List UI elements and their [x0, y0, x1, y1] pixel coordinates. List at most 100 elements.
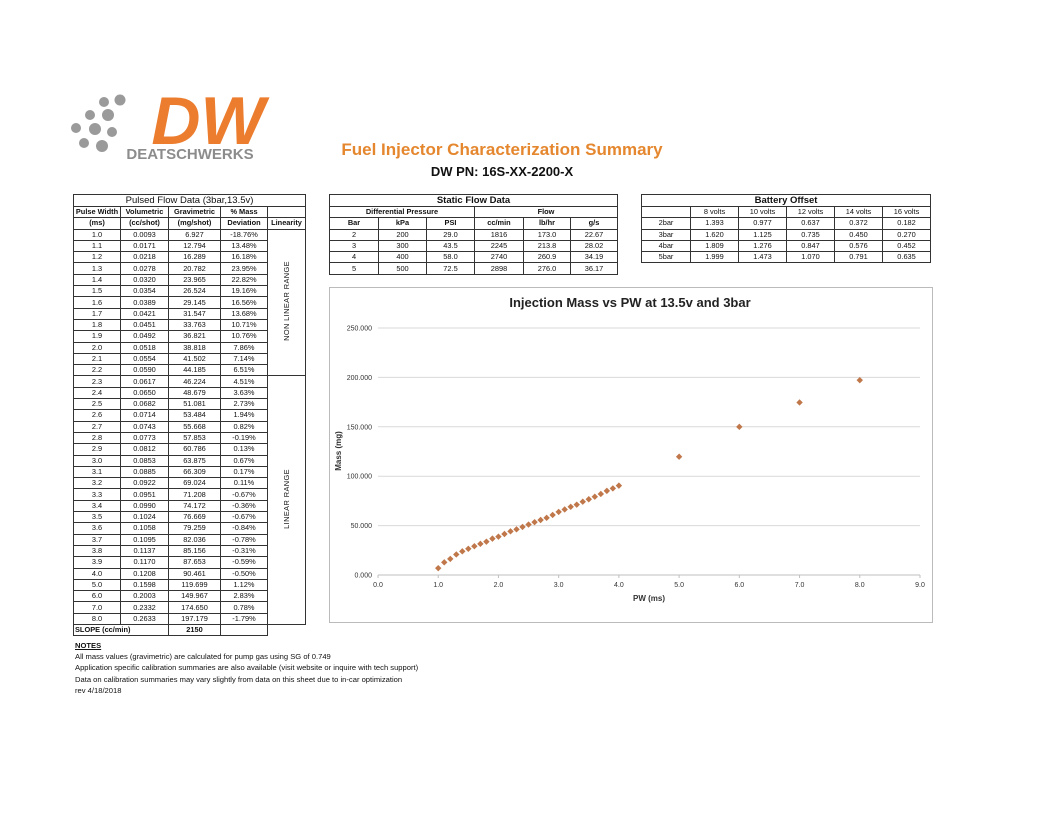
table-cell: 3.0: [73, 454, 121, 467]
table-cell: 13.48%: [220, 239, 268, 253]
table-title: Static Flow Data: [328, 194, 619, 207]
table-cell: 1.0: [73, 228, 121, 241]
table-row: 2 200 29.0 1816 173.0 22.67: [329, 228, 619, 241]
table-cell: 3.8: [73, 544, 121, 558]
logo-dots: [71, 94, 126, 152]
table-cell: 300: [378, 239, 427, 253]
table-cell: 197.179: [168, 612, 221, 625]
table-cell: 0.17%: [220, 465, 268, 479]
chart-frame: [329, 287, 933, 623]
table-cell: 1.5: [73, 285, 121, 298]
static-flow-table: Static Flow Data Differential Pressure Flo…: [328, 194, 619, 275]
note-line: rev 4/18/2018: [75, 685, 122, 695]
table-cell: 0.1024: [120, 511, 169, 524]
group-header: Differential Pressure: [329, 205, 475, 219]
y-axis-label: Mass (mg): [334, 431, 343, 471]
x-tick-label: 1.0: [433, 582, 443, 589]
column-header: Volumetric: [120, 205, 169, 219]
table-title: Pulsed Flow Data (3bar,13.5v): [72, 194, 307, 207]
table-cell: 0.791: [834, 251, 883, 264]
table-cell: 0.637: [786, 217, 835, 230]
table-row: SLOPE (cc/min) 2150: [73, 623, 306, 637]
table-row: Pulse Width Volumetric Gravimetric% Mass: [73, 205, 307, 219]
table-cell: -0.67%: [220, 488, 268, 501]
table-cell: 1.3: [73, 262, 121, 275]
table-cell: -0.78%: [220, 533, 268, 546]
table-cell: 200: [378, 228, 427, 241]
table-cell: 1.4: [73, 273, 121, 287]
table-cell: 71.208: [168, 488, 221, 501]
table-cell: 3: [329, 239, 379, 253]
table-cell: 0.0590: [120, 364, 169, 377]
table-row: 2.2 0.0590 44.185 6.51%: [73, 364, 306, 377]
linearity-label: LINEAR RANGE: [281, 468, 291, 529]
note-line: Application specific calibration summari…: [75, 663, 419, 673]
data-point: [435, 564, 442, 572]
table-cell: 0.270: [881, 228, 932, 241]
table-cell: 119.699: [168, 578, 221, 592]
table-cell: 3.6: [73, 522, 121, 535]
table-cell: 34.19: [569, 251, 619, 264]
x-tick-label: 6.0: [734, 582, 744, 589]
table-cell: 4bar: [641, 239, 691, 253]
table-cell: 0.0617: [120, 375, 169, 388]
table-cell: 2.0: [73, 341, 121, 354]
table-cell: 19.16%: [220, 285, 268, 298]
table-cell: 12.794: [168, 239, 221, 253]
column-header: (cc/shot): [120, 217, 169, 230]
table-row: 2.1 0.0554 41.502 7.14%: [73, 352, 306, 366]
table-cell: 87.653: [168, 556, 221, 569]
table-cell: 16.289: [168, 251, 221, 264]
table-cell: 0.13%: [220, 443, 268, 456]
column-header: 16 volts: [881, 205, 932, 219]
data-point: [675, 453, 683, 460]
table-cell: 43.5: [426, 239, 475, 253]
table-cell: 7.0: [73, 601, 121, 614]
table-row: 2.5 0.0682 51.081 2.73%: [73, 398, 306, 411]
column-header: PSI: [426, 217, 475, 230]
table-row: Static Flow Data: [328, 194, 619, 207]
table-cell: 3.4: [73, 499, 121, 513]
table-cell: 16.56%: [220, 296, 268, 309]
table-row: (ms) (cc/shot) (mg/shot) Deviation Linearity: [73, 217, 307, 230]
table-row: 2.6 0.0714 53.484 1.94%: [73, 409, 306, 422]
table-cell: 0.1095: [120, 533, 169, 546]
table-cell: 0.0354: [120, 285, 169, 298]
table-cell: 23.95%: [220, 262, 268, 275]
table-cell: 85.156: [168, 544, 221, 558]
table-cell: 66.309: [168, 465, 221, 479]
data-point: [796, 399, 803, 406]
table-cell: 6.0: [73, 590, 121, 603]
data-point: [507, 528, 514, 535]
table-cell: 10.71%: [220, 318, 268, 332]
table-cell: 3.2: [73, 477, 121, 490]
table-cell: 1.125: [738, 228, 787, 241]
table-cell: 0.0492: [120, 330, 169, 343]
table-cell: 0.0773: [120, 431, 169, 445]
table-cell: 69.024: [168, 477, 221, 490]
notes: NOTES All mass values (gravimetric) are …: [75, 640, 418, 696]
logo: DW DEATSCHWERKS: [71, 88, 270, 163]
table-cell: 0.67%: [220, 454, 268, 467]
table-row: 1.0 0.0093 6.927 -18.76% NON LINEAR RANGE: [73, 228, 307, 377]
table-cell: 44.185: [168, 364, 221, 377]
table-cell: -18.76%: [220, 228, 268, 241]
linearity-cell: NON LINEAR RANGE: [266, 228, 307, 377]
table-cell: 174.650: [168, 601, 221, 614]
table-row: 3.3 0.0951 71.208 -0.67%: [73, 488, 306, 501]
table-cell: 0.2633: [120, 612, 169, 625]
linearity-label: NON LINEAR RANGE: [281, 261, 291, 341]
table-cell: 1.1: [73, 239, 121, 253]
table-cell: [266, 205, 307, 219]
table-cell: 79.259: [168, 522, 221, 535]
table-row: 5 500 72.5 2898 276.0 36.17: [329, 262, 619, 275]
table-cell: 3.1: [73, 465, 121, 479]
table-cell: 3.5: [73, 511, 121, 524]
table-cell: 72.5: [426, 262, 475, 275]
table-cell: 5: [329, 262, 379, 275]
table-cell: 7.86%: [220, 341, 268, 354]
column-header: % Mass: [220, 205, 268, 219]
x-tick-label: 2.0: [494, 582, 504, 589]
table-cell: 6.927: [168, 228, 221, 241]
